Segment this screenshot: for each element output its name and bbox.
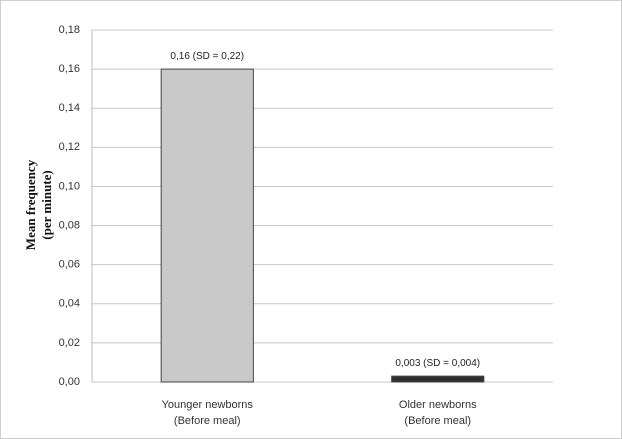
bar (160, 68, 254, 383)
y-tick-label: 0,02 (59, 337, 80, 349)
x-tick-label: (Before meal) (404, 415, 471, 427)
y-tick-label: 0,08 (59, 219, 80, 231)
y-tick-label: 0,00 (59, 376, 80, 388)
y-tick-label: 0,14 (59, 102, 80, 114)
y-tick-label: 0,16 (59, 63, 80, 75)
value-label: 0,003 (SD = 0,004) (395, 358, 480, 369)
x-tick-label: Younger newborns (162, 399, 254, 411)
x-tick-label: Older newborns (399, 399, 477, 411)
y-tick-label: 0,04 (59, 298, 80, 310)
y-tick-label: 0,06 (59, 259, 80, 271)
y-axis-label: (per minute) (39, 170, 54, 239)
value-label: 0,16 (SD = 0,22) (170, 51, 244, 62)
x-tick-label: (Before meal) (174, 415, 241, 427)
y-axis-label: Mean frequency (23, 159, 38, 250)
y-tick-label: 0,10 (59, 180, 80, 192)
y-tick-label: 0,12 (59, 141, 80, 153)
bar (391, 375, 485, 383)
y-tick-label: 0,18 (59, 24, 80, 36)
